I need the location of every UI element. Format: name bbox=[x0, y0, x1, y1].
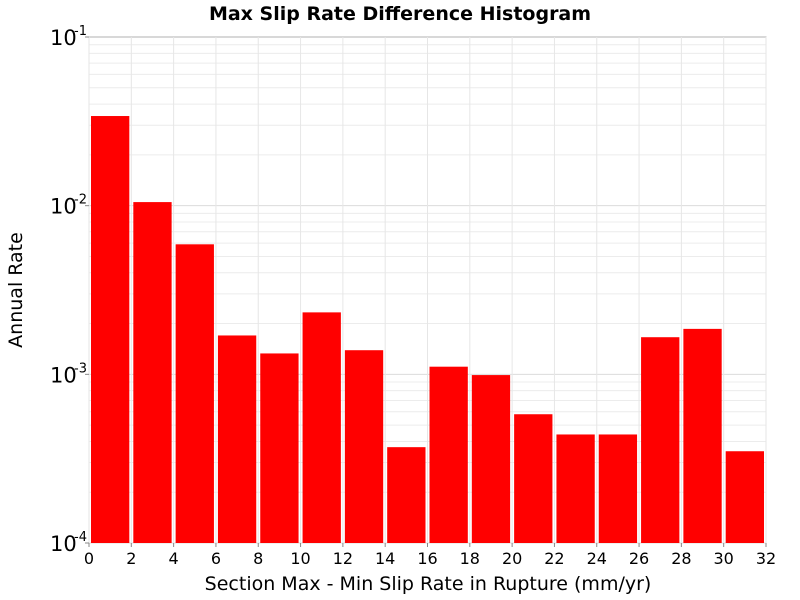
x-tick-label: 20 bbox=[502, 549, 522, 568]
bar-14 bbox=[683, 328, 722, 543]
y-axis-label: Annual Rate bbox=[5, 232, 27, 348]
bar-2 bbox=[175, 244, 214, 544]
x-axis-label: Section Max - Min Slip Rate in Rupture (… bbox=[205, 573, 652, 595]
y-tick-label: 10 bbox=[50, 195, 77, 219]
bars bbox=[91, 116, 764, 544]
bar-12 bbox=[598, 434, 638, 543]
bar-9 bbox=[471, 375, 511, 543]
bar-13 bbox=[641, 337, 680, 543]
chart-title: Max Slip Rate Difference Histogram bbox=[209, 3, 591, 25]
x-tick-label: 18 bbox=[460, 549, 480, 568]
x-tick-label: 32 bbox=[756, 549, 776, 568]
x-tick-label: 0 bbox=[84, 549, 94, 568]
y-tick-label: 10 bbox=[50, 363, 77, 387]
bar-4 bbox=[260, 353, 299, 543]
bar-0 bbox=[91, 116, 130, 543]
x-tick-label: 8 bbox=[253, 549, 263, 568]
bar-7 bbox=[387, 447, 426, 543]
x-tick-label: 24 bbox=[587, 549, 607, 568]
x-tick-label: 2 bbox=[126, 549, 136, 568]
y-tick-exponent: -4 bbox=[74, 530, 87, 545]
bar-8 bbox=[429, 366, 468, 543]
x-tick-label: 28 bbox=[671, 549, 691, 568]
x-tick-label: 4 bbox=[169, 549, 179, 568]
y-tick-label: 10 bbox=[50, 532, 77, 556]
x-tick-label: 14 bbox=[375, 549, 395, 568]
bar-5 bbox=[302, 312, 341, 543]
x-tick-label: 16 bbox=[417, 549, 437, 568]
x-tick-label: 10 bbox=[290, 549, 310, 568]
bar-6 bbox=[344, 350, 384, 543]
x-tick-label: 30 bbox=[714, 549, 734, 568]
x-tick-label: 26 bbox=[629, 549, 649, 568]
y-tick-exponent: -3 bbox=[74, 361, 87, 376]
x-tick-label: 22 bbox=[544, 549, 564, 568]
bar-1 bbox=[133, 202, 172, 543]
bar-11 bbox=[556, 434, 595, 543]
bar-3 bbox=[217, 335, 257, 543]
x-axis-ticks: 0 2 4 6 8 10 12 14 16 18 20 22 24 26 28 30 32 bbox=[84, 543, 776, 568]
y-tick-label: 10 bbox=[50, 26, 77, 50]
x-tick-label: 12 bbox=[333, 549, 353, 568]
x-tick-label: 6 bbox=[211, 549, 221, 568]
y-axis-ticks: 10-110-210-310-4 bbox=[50, 24, 89, 556]
y-tick-exponent: -1 bbox=[74, 24, 87, 39]
bar-15 bbox=[725, 451, 764, 543]
bar-10 bbox=[514, 414, 553, 543]
y-tick-exponent: -2 bbox=[74, 193, 87, 208]
